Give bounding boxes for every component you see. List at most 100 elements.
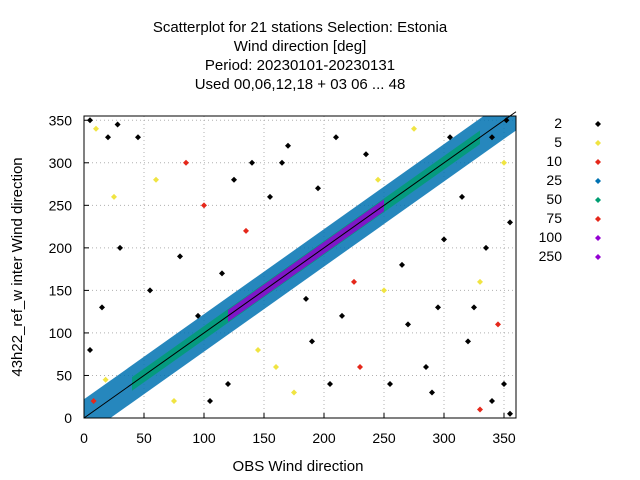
- data-point: [267, 193, 273, 200]
- data-point: [105, 134, 111, 141]
- data-point: [291, 389, 297, 396]
- data-point: [99, 304, 105, 311]
- y-tick-label: 100: [49, 325, 73, 341]
- legend-marker: [595, 216, 601, 222]
- data-point: [207, 397, 213, 404]
- y-tick-label: 300: [49, 155, 73, 171]
- diagonal-reference-line: [83, 111, 517, 419]
- legend-marker: [595, 197, 601, 203]
- y-tick-label: 350: [49, 112, 73, 128]
- data-point: [381, 287, 387, 294]
- data-point: [501, 380, 507, 387]
- data-point: [87, 346, 93, 353]
- data-point: [441, 236, 447, 243]
- data-point: [327, 380, 333, 387]
- data-point: [477, 406, 483, 413]
- data-point: [279, 159, 285, 166]
- data-point: [363, 151, 369, 158]
- x-tick-label: 200: [312, 430, 336, 446]
- legend-label: 50: [546, 191, 562, 207]
- data-point: [315, 185, 321, 192]
- data-point: [114, 121, 121, 128]
- data-point: [423, 363, 429, 370]
- legend-marker: [595, 178, 601, 184]
- data-point: [503, 117, 510, 124]
- y-tick-label: 50: [56, 367, 72, 383]
- data-point: [243, 227, 249, 234]
- data-point: [285, 142, 291, 149]
- legend-marker: [595, 254, 601, 260]
- data-point: [501, 159, 507, 166]
- x-tick-label: 300: [432, 430, 456, 446]
- data-point: [429, 389, 435, 396]
- data-point: [489, 134, 495, 141]
- legend-label: 250: [539, 248, 563, 264]
- legend-marker: [595, 121, 601, 127]
- x-axis-label: OBS Wind direction: [233, 458, 364, 475]
- legend-marker: [595, 235, 601, 241]
- legend-label: 75: [546, 210, 562, 226]
- data-point: [333, 134, 339, 141]
- x-tick-label: 350: [492, 430, 516, 446]
- data-point: [351, 278, 357, 285]
- chart-title-line-1: Scatterplot for 21 stations Selection: E…: [152, 19, 448, 36]
- data-point: [249, 159, 255, 166]
- legend-marker: [595, 159, 601, 165]
- data-point: [309, 338, 315, 345]
- data-point: [111, 193, 117, 200]
- chart-title-line-3: Period: 20230101-20230131: [204, 57, 396, 74]
- axis-ticks: 0 50 100 150 200 250 300 350 0 50 100 150 200 250 300 3…: [49, 112, 516, 446]
- data-point: [201, 202, 207, 209]
- data-point: [471, 304, 477, 311]
- data-point: [303, 295, 309, 302]
- data-point: [153, 176, 159, 183]
- data-point: [447, 134, 453, 141]
- x-tick-label: 250: [372, 430, 396, 446]
- legend-label: 2: [554, 115, 562, 131]
- chart-title-line-2: Wind direction [deg]: [233, 38, 367, 55]
- data-point: [195, 312, 201, 319]
- data-point: [147, 287, 153, 294]
- x-tick-label: 100: [192, 430, 216, 446]
- y-tick-label: 150: [49, 282, 73, 298]
- y-axis-label: 43h22_ref_w inter Wind direction: [9, 157, 26, 376]
- data-point: [489, 397, 495, 404]
- data-point: [507, 219, 513, 226]
- data-point: [93, 125, 99, 132]
- data-point: [255, 346, 261, 353]
- legend-marker: [595, 140, 601, 146]
- legend-label: 5: [554, 134, 562, 150]
- data-point: [435, 304, 441, 311]
- data-point: [399, 261, 405, 268]
- data-point: [387, 380, 393, 387]
- chart-title-line-4: Used 00,06,12,18 + 03 06 ... 48: [194, 76, 406, 93]
- data-point: [483, 244, 489, 251]
- x-tick-label: 0: [80, 430, 88, 446]
- data-point: [102, 376, 109, 383]
- plot-frame: [83, 115, 517, 419]
- data-point: [117, 244, 123, 251]
- data-point: [231, 176, 237, 183]
- data-point: [219, 270, 225, 277]
- data-point: [183, 159, 189, 166]
- data-point: [405, 321, 411, 328]
- data-point: [90, 397, 97, 404]
- data-point: [87, 117, 93, 124]
- legend-label: 100: [539, 229, 563, 245]
- data-point: [375, 176, 381, 183]
- data-point: [339, 312, 345, 319]
- data-point: [135, 134, 141, 141]
- data-point: [495, 321, 501, 328]
- data-point: [459, 193, 465, 200]
- legend-label: 25: [546, 172, 562, 188]
- data-point: [357, 363, 363, 370]
- data-point: [465, 338, 471, 345]
- y-tick-label: 200: [49, 240, 73, 256]
- data-point: [507, 410, 513, 417]
- y-tick-label: 250: [49, 197, 73, 213]
- y-tick-label: 0: [64, 410, 72, 426]
- data-point: [477, 278, 483, 285]
- x-tick-label: 150: [252, 430, 276, 446]
